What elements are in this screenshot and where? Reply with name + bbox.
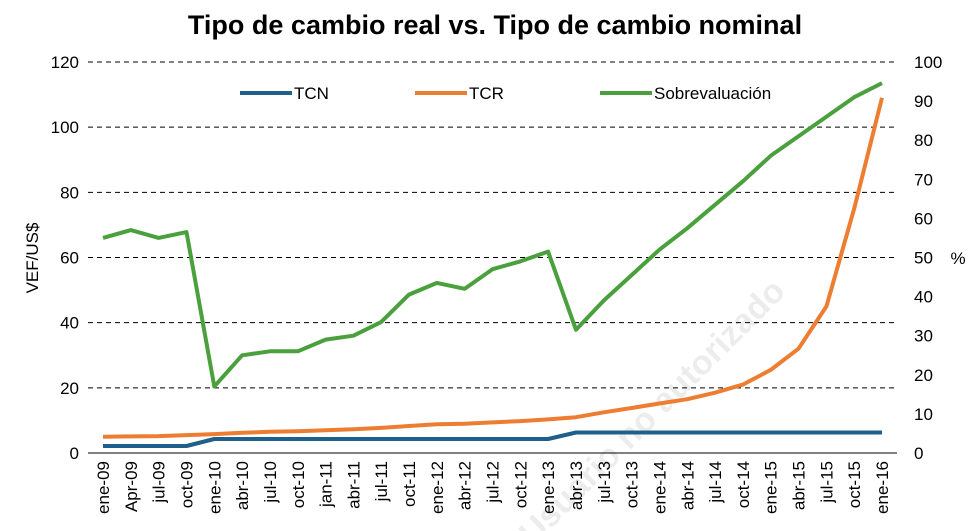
y-tick-label: 40 bbox=[60, 314, 79, 333]
y-tick-label: 20 bbox=[60, 379, 79, 398]
x-tick-label: oct-11 bbox=[400, 461, 419, 507]
y2-tick-label: 90 bbox=[914, 92, 933, 111]
x-tick-label: oct-15 bbox=[845, 461, 864, 508]
legend-label: TCR bbox=[469, 84, 504, 103]
y2-axis-label: % bbox=[950, 249, 965, 268]
x-tick-label: jul-10 bbox=[261, 461, 280, 504]
x-tick-label: Apr-09 bbox=[122, 461, 141, 512]
x-tick-label: oct-14 bbox=[734, 461, 753, 508]
x-tick-label: ene-13 bbox=[539, 461, 558, 514]
x-tick-label: oct-10 bbox=[289, 461, 308, 508]
x-tick-label: oct-12 bbox=[511, 461, 530, 508]
y-tick-label: 0 bbox=[70, 444, 79, 463]
x-tick-label: abr-15 bbox=[790, 461, 809, 510]
y2-tick-label: 0 bbox=[914, 444, 923, 463]
chart-title: Tipo de cambio real vs. Tipo de cambio n… bbox=[188, 10, 802, 40]
x-tick-label: oct-13 bbox=[623, 461, 642, 508]
x-tick-label: ene-09 bbox=[94, 461, 113, 514]
x-tick-label: abr-13 bbox=[567, 461, 586, 510]
y2-tick-label: 50 bbox=[914, 249, 933, 268]
x-tick-label: ene-15 bbox=[762, 461, 781, 514]
x-tick-label: jan-11 bbox=[317, 461, 336, 508]
y2-tick-label: 20 bbox=[914, 366, 933, 385]
x-tick-label: jul-09 bbox=[150, 461, 169, 504]
series-line bbox=[102, 97, 884, 439]
y2-tick-label: 100 bbox=[914, 53, 942, 72]
x-tick-label: jul-15 bbox=[817, 461, 836, 504]
y2-tick-label: 40 bbox=[914, 288, 933, 307]
x-tick-label: jul-14 bbox=[706, 461, 725, 504]
y-tick-label: 80 bbox=[60, 183, 79, 202]
legend-label: TCN bbox=[294, 84, 329, 103]
x-tick-label: oct-09 bbox=[177, 461, 196, 508]
y2-tick-label: 30 bbox=[914, 327, 933, 346]
y2-tick-label: 10 bbox=[914, 405, 933, 424]
x-tick-label: abr-14 bbox=[678, 461, 697, 510]
x-tick-label: ene-10 bbox=[205, 461, 224, 514]
y2-tick-label: 70 bbox=[914, 170, 933, 189]
x-tick-label: abr-11 bbox=[344, 461, 363, 509]
x-tick-label: ene-16 bbox=[873, 461, 892, 514]
x-tick-label: jul-13 bbox=[595, 461, 614, 504]
y2-tick-label: 80 bbox=[914, 131, 933, 150]
x-tick-label: jul-12 bbox=[484, 461, 503, 504]
series-line bbox=[102, 81, 883, 389]
y-tick-label: 100 bbox=[51, 118, 79, 137]
y2-tick-label: 60 bbox=[914, 209, 933, 228]
y-axis-label: VEF/US$ bbox=[23, 222, 42, 293]
series-line bbox=[103, 430, 882, 448]
x-tick-label: abr-10 bbox=[233, 461, 252, 510]
legend-label: Sobrevaluación bbox=[654, 84, 771, 103]
x-tick-label: ene-12 bbox=[428, 461, 447, 514]
x-tick-label: jul-11 bbox=[372, 461, 391, 502]
y-tick-label: 120 bbox=[51, 53, 79, 72]
x-tick-label: abr-12 bbox=[456, 461, 475, 510]
y-tick-label: 60 bbox=[60, 249, 79, 268]
x-tick-label: ene-14 bbox=[650, 461, 669, 514]
